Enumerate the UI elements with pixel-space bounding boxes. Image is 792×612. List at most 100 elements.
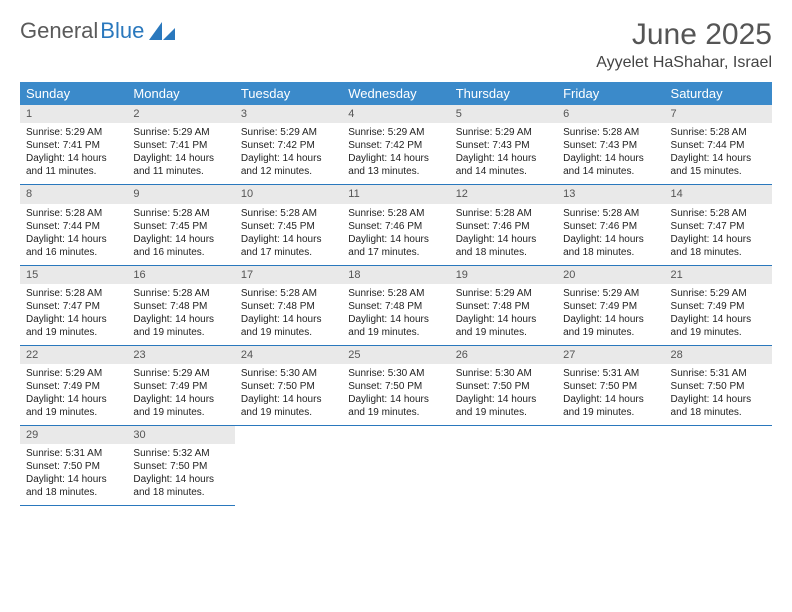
- weekday-header: Thursday: [450, 82, 557, 105]
- calendar-row: 15Sunrise: 5:28 AMSunset: 7:47 PMDayligh…: [20, 265, 772, 345]
- daylight-line: Daylight: 14 hours and 14 minutes.: [456, 152, 551, 178]
- daylight-line: Daylight: 14 hours and 19 minutes.: [241, 393, 336, 419]
- day-number: 14: [665, 185, 772, 203]
- sunset-line: Sunset: 7:49 PM: [133, 380, 228, 393]
- day-number: 24: [235, 346, 342, 364]
- sunset-line: Sunset: 7:41 PM: [133, 139, 228, 152]
- calendar-row: 1Sunrise: 5:29 AMSunset: 7:41 PMDaylight…: [20, 105, 772, 185]
- day-number: 9: [127, 185, 234, 203]
- day-body: Sunrise: 5:28 AMSunset: 7:48 PMDaylight:…: [342, 284, 449, 345]
- sunrise-line: Sunrise: 5:31 AM: [563, 367, 658, 380]
- calendar-cell: 24 Sunrise: 5:30 AMSunset: 7:50 PMDayligh…: [235, 345, 342, 425]
- brand-part2: Blue: [100, 18, 144, 44]
- title-block: June 2025 Ayyelet HaShahar, Israel: [596, 18, 772, 72]
- sunrise-line: Sunrise: 5:30 AM: [241, 367, 336, 380]
- sunrise-line: Sunrise: 5:32 AM: [133, 447, 228, 460]
- calendar-cell: 29Sunrise: 5:31 AMSunset: 7:50 PMDayligh…: [20, 426, 127, 506]
- day-number: 6: [557, 105, 664, 123]
- sunrise-line: Sunrise: 5:29 AM: [26, 367, 121, 380]
- daylight-line: Daylight: 14 hours and 19 minutes.: [348, 393, 443, 419]
- day-body: Sunrise: 5:30 AMSunset: 7:50 PMDaylight:…: [342, 364, 449, 425]
- sunrise-line: Sunrise: 5:29 AM: [456, 287, 551, 300]
- calendar-cell: [450, 426, 557, 506]
- calendar-cell: [235, 426, 342, 506]
- day-number: 30: [127, 426, 234, 444]
- daylight-line: Daylight: 14 hours and 19 minutes.: [26, 313, 121, 339]
- weekday-header: Tuesday: [235, 82, 342, 105]
- daylight-line: Daylight: 14 hours and 12 minutes.: [241, 152, 336, 178]
- daylight-line: Daylight: 14 hours and 19 minutes.: [26, 393, 121, 419]
- sunrise-line: Sunrise: 5:28 AM: [133, 207, 228, 220]
- daylight-line: Daylight: 14 hours and 14 minutes.: [563, 152, 658, 178]
- weekday-header: Monday: [127, 82, 234, 105]
- day-number: 12: [450, 185, 557, 203]
- day-number: 21: [665, 266, 772, 284]
- sunset-line: Sunset: 7:50 PM: [241, 380, 336, 393]
- sunrise-line: Sunrise: 5:29 AM: [133, 367, 228, 380]
- sunrise-line: Sunrise: 5:30 AM: [348, 367, 443, 380]
- day-number: 18: [342, 266, 449, 284]
- sunset-line: Sunset: 7:44 PM: [671, 139, 766, 152]
- calendar-cell: [665, 426, 772, 506]
- sunset-line: Sunset: 7:50 PM: [26, 460, 121, 473]
- day-body: Sunrise: 5:31 AMSunset: 7:50 PMDaylight:…: [557, 364, 664, 425]
- daylight-line: Daylight: 14 hours and 11 minutes.: [26, 152, 121, 178]
- sunrise-line: Sunrise: 5:29 AM: [133, 126, 228, 139]
- day-body: Sunrise: 5:29 AMSunset: 7:49 PMDaylight:…: [127, 364, 234, 425]
- daylight-line: Daylight: 14 hours and 19 minutes.: [348, 313, 443, 339]
- calendar-cell: 30Sunrise: 5:32 AMSunset: 7:50 PMDayligh…: [127, 426, 234, 506]
- sunset-line: Sunset: 7:48 PM: [241, 300, 336, 313]
- weekday-header: Wednesday: [342, 82, 449, 105]
- day-body: Sunrise: 5:31 AMSunset: 7:50 PMDaylight:…: [665, 364, 772, 425]
- calendar-cell: 26Sunrise: 5:30 AMSunset: 7:50 PMDayligh…: [450, 345, 557, 425]
- sunrise-line: Sunrise: 5:28 AM: [348, 287, 443, 300]
- sunset-line: Sunset: 7:48 PM: [348, 300, 443, 313]
- sunrise-line: Sunrise: 5:28 AM: [26, 287, 121, 300]
- daylight-line: Daylight: 14 hours and 19 minutes.: [671, 313, 766, 339]
- day-body: Sunrise: 5:28 AMSunset: 7:47 PMDaylight:…: [20, 284, 127, 345]
- calendar-cell: 1Sunrise: 5:29 AMSunset: 7:41 PMDaylight…: [20, 105, 127, 185]
- sunrise-line: Sunrise: 5:28 AM: [671, 126, 766, 139]
- day-number: 25: [342, 346, 449, 364]
- sunset-line: Sunset: 7:50 PM: [563, 380, 658, 393]
- calendar-cell: 25Sunrise: 5:30 AMSunset: 7:50 PMDayligh…: [342, 345, 449, 425]
- sunrise-line: Sunrise: 5:31 AM: [671, 367, 766, 380]
- daylight-line: Daylight: 14 hours and 18 minutes.: [671, 233, 766, 259]
- sunset-line: Sunset: 7:49 PM: [671, 300, 766, 313]
- day-number: 15: [20, 266, 127, 284]
- day-body: Sunrise: 5:29 AMSunset: 7:49 PMDaylight:…: [20, 364, 127, 425]
- day-body: Sunrise: 5:29 AMSunset: 7:42 PMDaylight:…: [235, 123, 342, 184]
- day-number: 1: [20, 105, 127, 123]
- day-body: Sunrise: 5:28 AMSunset: 7:47 PMDaylight:…: [665, 204, 772, 265]
- day-number: 16: [127, 266, 234, 284]
- daylight-line: Daylight: 14 hours and 17 minutes.: [348, 233, 443, 259]
- sunset-line: Sunset: 7:42 PM: [241, 139, 336, 152]
- day-number: 28: [665, 346, 772, 364]
- sunrise-line: Sunrise: 5:28 AM: [348, 207, 443, 220]
- sunset-line: Sunset: 7:43 PM: [563, 139, 658, 152]
- day-body: Sunrise: 5:28 AMSunset: 7:44 PMDaylight:…: [665, 123, 772, 184]
- day-number: 29: [20, 426, 127, 444]
- calendar-cell: 5Sunrise: 5:29 AMSunset: 7:43 PMDaylight…: [450, 105, 557, 185]
- calendar-cell: 21 Sunrise: 5:29 AMSunset: 7:49 PMDayligh…: [665, 265, 772, 345]
- sunset-line: Sunset: 7:50 PM: [348, 380, 443, 393]
- calendar-cell: 18Sunrise: 5:28 AMSunset: 7:48 PMDayligh…: [342, 265, 449, 345]
- calendar-cell: 2Sunrise: 5:29 AMSunset: 7:41 PMDaylight…: [127, 105, 234, 185]
- month-title: June 2025: [596, 18, 772, 52]
- weekday-header: Saturday: [665, 82, 772, 105]
- day-number: 7: [665, 105, 772, 123]
- sunset-line: Sunset: 7:43 PM: [456, 139, 551, 152]
- calendar-table: SundayMondayTuesdayWednesdayThursdayFrid…: [20, 82, 772, 506]
- daylight-line: Daylight: 14 hours and 19 minutes.: [133, 393, 228, 419]
- daylight-line: Daylight: 14 hours and 19 minutes.: [456, 313, 551, 339]
- day-body: Sunrise: 5:28 AMSunset: 7:46 PMDaylight:…: [450, 204, 557, 265]
- sunrise-line: Sunrise: 5:29 AM: [671, 287, 766, 300]
- calendar-cell: 22Sunrise: 5:29 AMSunset: 7:49 PMDayligh…: [20, 345, 127, 425]
- header: GeneralBlue June 2025 Ayyelet HaShahar, …: [20, 18, 772, 72]
- day-number: 17: [235, 266, 342, 284]
- brand-logo: GeneralBlue: [20, 18, 175, 44]
- sunrise-line: Sunrise: 5:29 AM: [26, 126, 121, 139]
- calendar-cell: 7Sunrise: 5:28 AMSunset: 7:44 PMDaylight…: [665, 105, 772, 185]
- sunrise-line: Sunrise: 5:29 AM: [456, 126, 551, 139]
- day-number: 19: [450, 266, 557, 284]
